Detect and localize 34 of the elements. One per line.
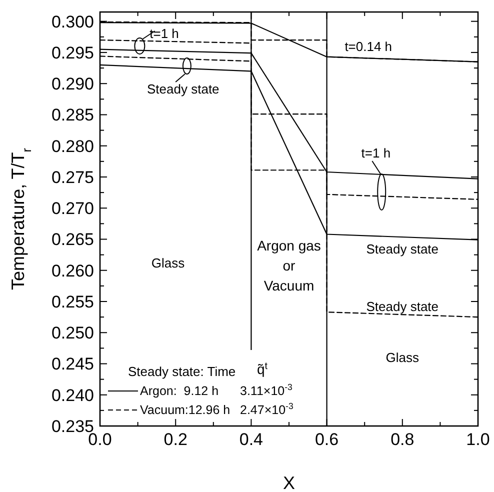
y-tick-label: 0.290 [51,74,94,94]
annotation: t=0.14 h [344,39,392,54]
y-tick-label: 0.280 [51,136,94,156]
annotation: Glass [386,350,420,365]
legend-label: Vacuum:12.96 h [140,403,230,417]
annotation: Argon gas or Vacuum [257,237,321,294]
x-tick-label: 1.0 [466,430,490,449]
annotation: Steady state [147,82,220,97]
annotation: 2.47×10$^{-3}$ [240,401,294,417]
y-tick-label: 0.265 [51,230,94,250]
annotation: t=1 h [361,146,391,161]
annotation: q̃$^{t}$ [257,360,268,377]
y-tick-label: 0.250 [51,324,94,343]
y-tick-label: 0.275 [51,168,94,187]
x-tick-label: 0.2 [164,430,188,449]
y-tick-label: 0.245 [51,354,94,374]
legend-label: Argon: 9.12 h [140,384,219,398]
y-tick-label: 0.285 [51,106,94,125]
annotation: Glass [151,255,186,270]
annotation: 3.11×10$^{-3}$ [240,382,293,398]
x-tick-label: 0.6 [314,430,339,449]
y-tick-label: 0.295 [51,43,94,62]
x-tick-label: 0.4 [239,430,264,449]
legend-title: Steady state: Time [128,364,236,379]
x-tick-label: 0.8 [390,430,414,449]
y-tick-label: 0.240 [51,386,94,405]
y-tick-label: 0.260 [51,261,94,280]
x-axis-title: X [282,473,296,492]
y-tick-label: 0.270 [51,199,94,218]
annotation: Steady state [366,242,439,257]
y-tick-label: 0.255 [51,292,94,312]
annotation: t=1 h [150,26,179,42]
annotation: Steady state [366,298,439,314]
y-tick-label: 0.300 [51,12,94,32]
